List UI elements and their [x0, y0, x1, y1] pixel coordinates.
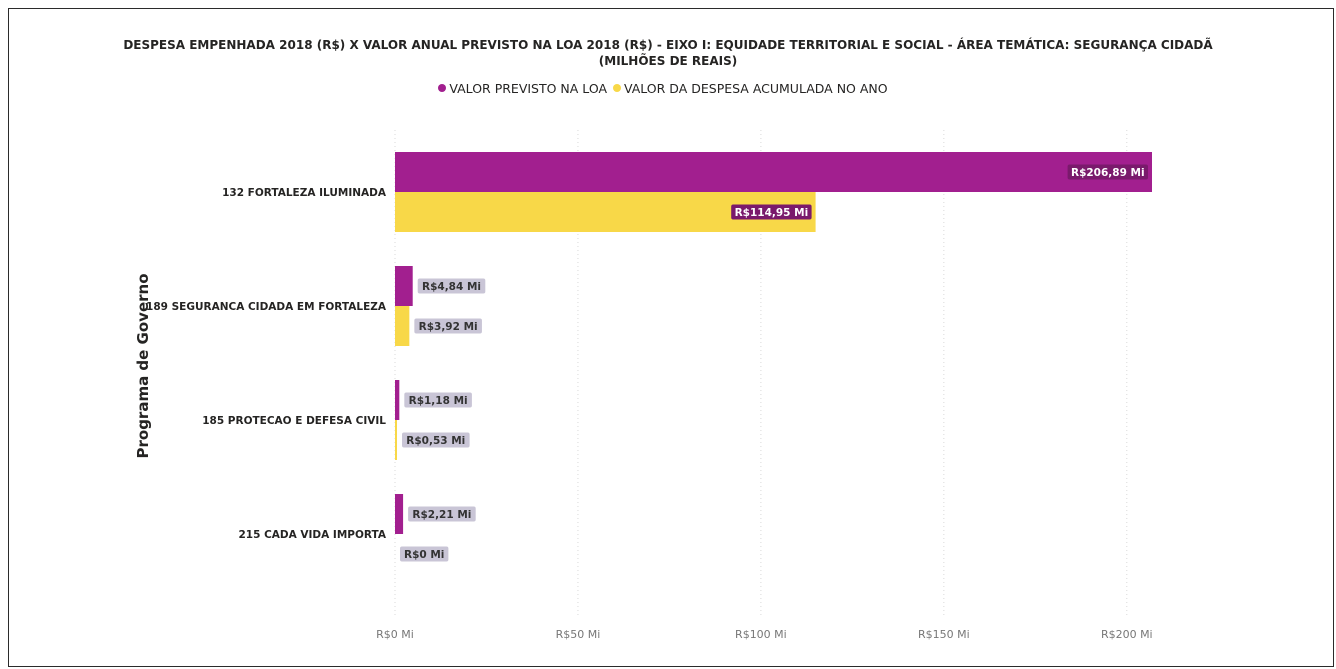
legend-label-despesa: VALOR DA DESPESA ACUMULADA NO ANO	[623, 80, 888, 96]
chart-legend: VALOR PREVISTO NA LOA VALOR DA DESPESA A…	[0, 80, 1326, 96]
legend-marker-loa	[438, 84, 447, 92]
chart-title-line-2: (MILHÕES DE REAIS)	[598, 54, 738, 68]
legend-marker-despesa	[612, 84, 621, 92]
legend-item-despesa[interactable]: VALOR DA DESPESA ACUMULADA NO ANO	[612, 80, 888, 96]
chart-frame	[8, 8, 1334, 667]
y-axis-title: Programa de Governo	[134, 273, 152, 459]
legend-label-loa: VALOR PREVISTO NA LOA	[449, 80, 607, 96]
legend-item-loa[interactable]: VALOR PREVISTO NA LOA	[438, 81, 607, 96]
chart-title-line-1: DESPESA EMPENHADA 2018 (R$) X VALOR ANUA…	[123, 38, 1213, 52]
